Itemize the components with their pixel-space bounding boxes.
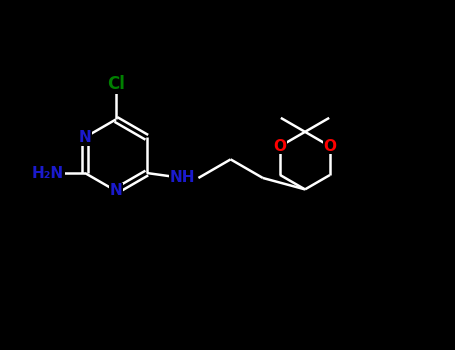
Text: N: N — [110, 183, 122, 198]
Text: Cl: Cl — [107, 75, 125, 93]
Text: O: O — [273, 139, 287, 154]
Text: H₂N: H₂N — [32, 166, 64, 181]
Text: N: N — [79, 130, 91, 145]
Text: NH: NH — [170, 170, 195, 186]
Text: O: O — [324, 139, 336, 154]
